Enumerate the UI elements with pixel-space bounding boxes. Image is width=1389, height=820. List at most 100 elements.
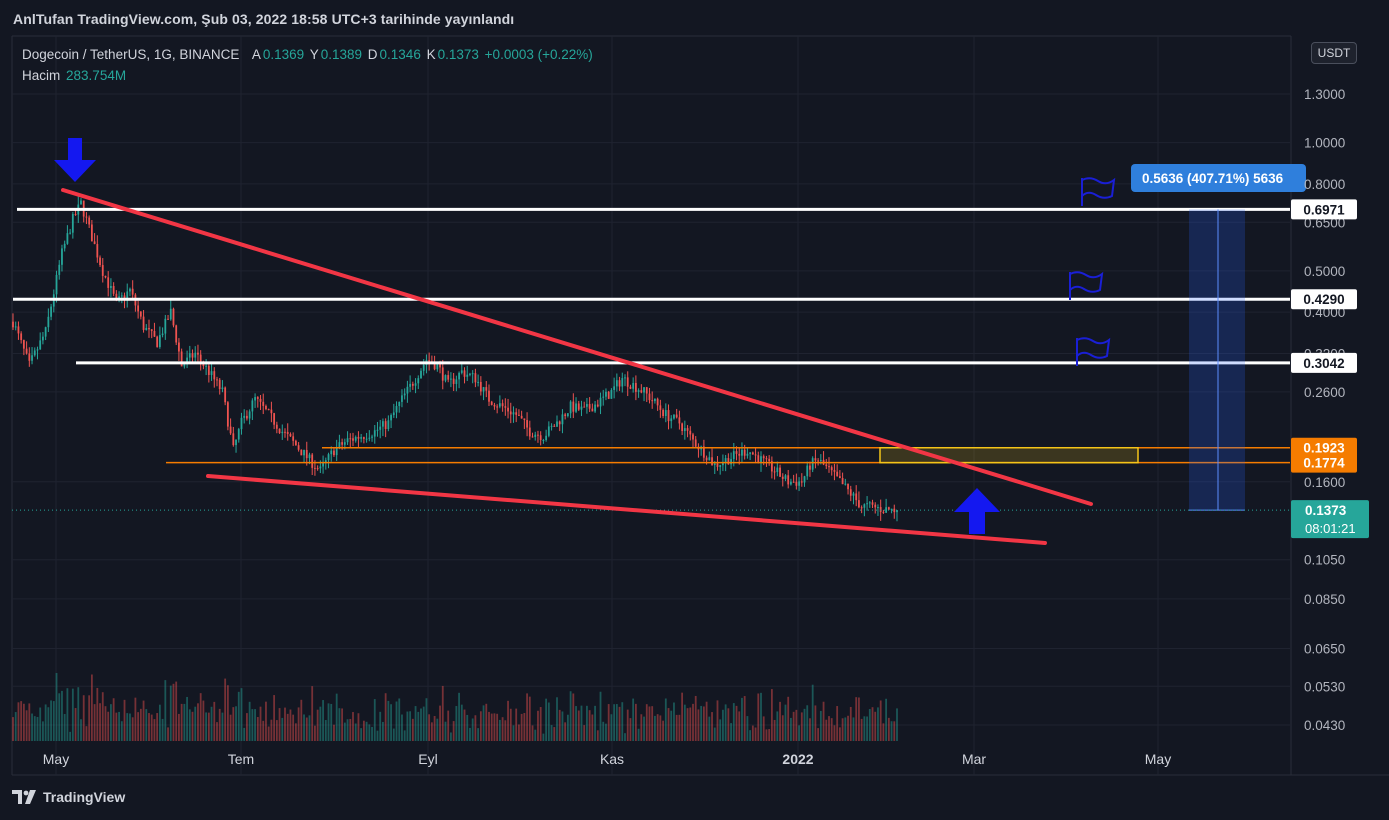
candle-body	[811, 458, 814, 470]
volume-bar	[558, 709, 561, 741]
volume-bar	[99, 703, 101, 741]
candle-body	[507, 407, 509, 412]
volume-bar	[746, 716, 749, 741]
candle-body	[849, 489, 852, 496]
candle-body	[885, 507, 888, 513]
currency-button[interactable]: USDT	[1311, 42, 1357, 64]
volume-bar	[844, 717, 847, 741]
volume-bar	[520, 713, 523, 741]
candle-body	[69, 232, 72, 234]
level-price-tag	[1291, 289, 1357, 310]
candle-body	[275, 424, 278, 429]
volume-bar	[626, 709, 629, 741]
volume-bar	[659, 715, 662, 741]
volume-bar	[284, 707, 286, 741]
time-axis[interactable]: May Tem Eyl Kas 2022 Mar May	[43, 751, 1171, 767]
footer-brand: TradingView	[12, 789, 125, 805]
volume-bar	[716, 700, 719, 741]
volume-bar	[414, 706, 417, 741]
volume-bar	[401, 714, 403, 741]
candle-body	[572, 401, 575, 412]
volume-bar	[36, 716, 39, 741]
volume-bar	[77, 687, 80, 741]
candle-body	[526, 420, 528, 428]
candle-body	[352, 438, 354, 441]
volume-bar	[545, 698, 548, 741]
candle-body	[594, 404, 596, 412]
volume-bar	[58, 693, 61, 741]
candle-body	[417, 378, 420, 384]
volume-bar	[526, 693, 528, 741]
candle-body	[673, 414, 675, 419]
candle-body	[893, 508, 896, 513]
candle-body	[482, 387, 485, 392]
candle-body	[14, 326, 17, 328]
volume-bar	[107, 711, 110, 741]
candle-body	[240, 417, 243, 430]
volume-bar	[169, 685, 172, 741]
volume-bar	[324, 720, 327, 741]
volume-bar	[770, 689, 773, 741]
volume-bar	[479, 711, 482, 741]
candle-body	[42, 336, 44, 341]
candle-body	[22, 340, 25, 349]
low-value: 0.1346	[379, 47, 421, 62]
volume-bar	[436, 718, 439, 741]
candle-body	[716, 463, 719, 467]
candle-body	[681, 423, 684, 432]
candle-body	[855, 493, 858, 501]
volume-bar	[115, 712, 118, 741]
candle-body	[814, 458, 817, 461]
candle-body	[575, 403, 577, 412]
candle-body	[784, 475, 787, 479]
candle-body	[830, 467, 833, 471]
candle-body	[387, 420, 390, 430]
candle-body	[110, 286, 112, 288]
volume-bar	[507, 700, 509, 741]
volume-bar	[392, 728, 395, 741]
y-tick-label: 1.3000	[1304, 87, 1345, 102]
volume-bar	[213, 701, 216, 741]
volume-bar	[504, 720, 507, 741]
candle-body	[218, 379, 221, 390]
volume-bar	[422, 706, 425, 741]
volume-bar	[44, 704, 47, 741]
volume-bar	[825, 719, 828, 741]
volume-bar	[270, 719, 273, 741]
candle-body	[207, 365, 210, 375]
open-value: 0.1369	[262, 47, 305, 62]
volume-bar	[93, 704, 96, 741]
candle-body	[126, 291, 129, 299]
level-price-label: 0.4290	[1303, 292, 1344, 307]
volume-bar	[120, 721, 123, 741]
candle-body	[558, 421, 561, 425]
volume-bar	[645, 704, 648, 741]
volume-bar	[847, 715, 849, 741]
candle-body	[659, 405, 662, 410]
candle-body	[39, 340, 42, 350]
volume-bar	[708, 716, 711, 741]
level-price-label: 0.6971	[1303, 202, 1345, 217]
candle-body	[586, 404, 588, 407]
volume-bar	[471, 718, 474, 741]
volume-bar	[787, 696, 790, 741]
candle-body	[719, 465, 722, 467]
price-axis[interactable]: 1.30001.00000.80000.65000.50000.40000.32…	[1291, 87, 1369, 733]
close-label: K	[426, 47, 436, 62]
volume-bar	[452, 721, 455, 741]
volume-bar	[811, 684, 814, 741]
volume-bar	[841, 718, 844, 741]
y-tick-label: 0.8000	[1304, 177, 1345, 192]
volume-bar	[308, 715, 311, 741]
volume-bar	[732, 703, 735, 741]
candle-body	[702, 446, 705, 458]
volume-bar	[591, 714, 594, 741]
candle-body	[346, 438, 349, 443]
x-tick-label: Kas	[600, 751, 624, 767]
candle-body	[496, 406, 499, 408]
volume-bar	[781, 715, 784, 741]
candle-body	[485, 387, 488, 391]
volume-bar	[686, 708, 689, 741]
candle-body	[773, 471, 776, 473]
